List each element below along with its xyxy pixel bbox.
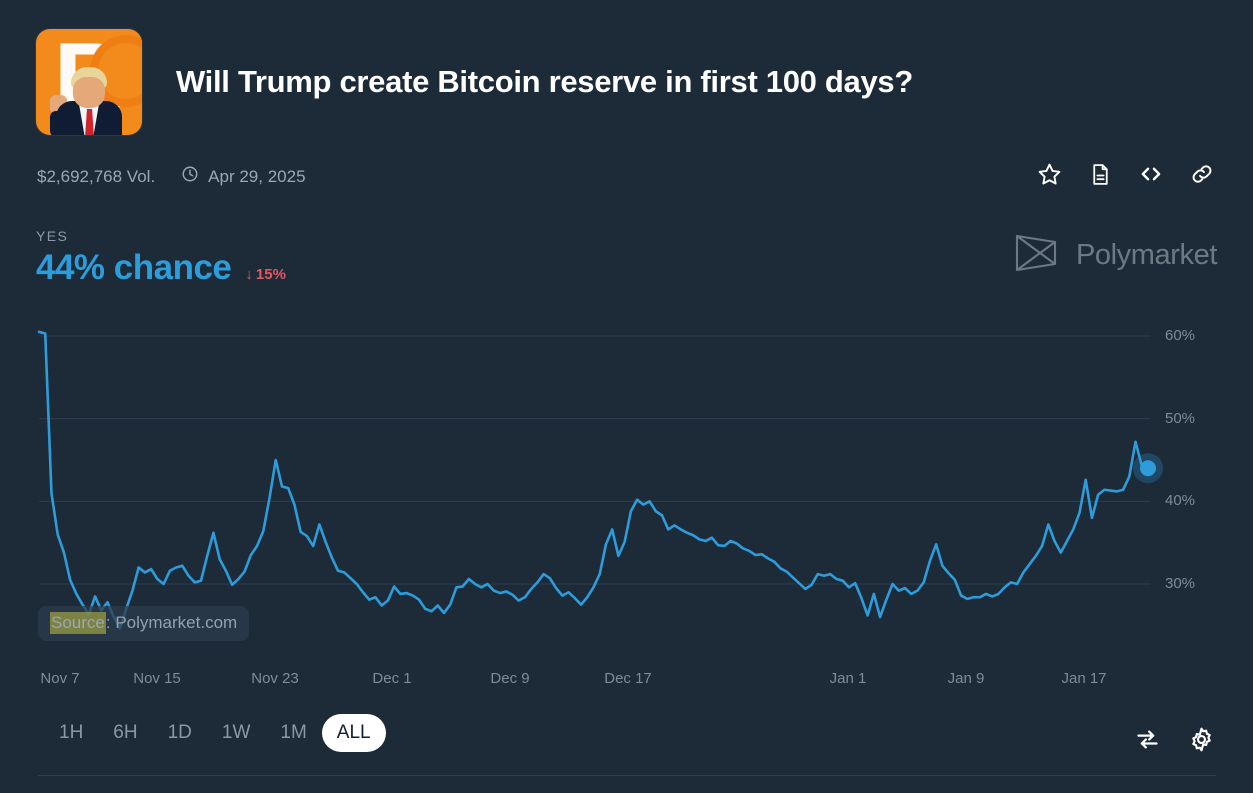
chart-line-series [37,330,1150,630]
chance-row: 44% chance ↓ 15% [36,248,286,288]
chart-endpoint-dot [1140,460,1156,477]
brand-name: Polymarket [1075,239,1217,271]
bookmark-star-icon[interactable] [1035,160,1063,188]
x-axis-tick: Dec 1 [372,670,412,687]
x-axis-tick: Nov 7 [40,670,80,687]
time-range-1h[interactable]: 1H [44,714,98,752]
y-axis-tick: 50% [1165,409,1196,427]
chart-svg [37,330,1163,630]
header-action-icons [1035,160,1216,188]
tie-shape [85,109,94,135]
x-axis-tick: Jan 1 [829,670,867,687]
y-axis-tick: 60% [1165,327,1196,344]
x-axis-tick: Nov 23 [251,670,299,687]
brand-watermark: Polymarket [1013,232,1217,279]
chart-toolbar: 1H 6H 1D 1W 1M ALL [0,714,1253,770]
market-meta: $2,692,768 Vol. Apr 29, 2025 [37,165,306,188]
watermark-rest-text: : Polymarket.com [105,613,238,632]
change-badge: ↓ 15% [245,266,286,283]
end-date-group: Apr 29, 2025 [181,165,306,188]
embed-code-icon[interactable] [1137,160,1165,188]
volume-text: $2,692,768 Vol. [37,166,156,186]
chart-tool-icons [1133,725,1215,753]
outcome-side-label: YES [36,228,69,244]
end-date-text: Apr 29, 2025 [208,166,306,186]
page-title: Will Trump create Bitcoin reserve in fir… [176,64,914,99]
y-axis-tick: 30% [1165,575,1196,592]
x-axis-tick: Jan 9 [947,670,985,687]
face-shape [73,77,105,108]
time-range-all[interactable]: ALL [321,714,386,752]
change-value: 15% [255,266,286,283]
watermark-highlighted-text: Source [50,612,106,634]
copy-link-icon[interactable] [1188,160,1216,188]
y-axis-tick: 40% [1165,492,1196,510]
polymarket-logo-icon [1013,232,1059,279]
arrow-down-icon: ↓ [245,266,253,283]
chart-x-axis-labels: Nov 7 Nov 15 Nov 23 Dec 1 Dec 9 Dec 17 Jan 1 Ja… [0,670,1253,700]
time-range-1d[interactable]: 1D [153,714,207,752]
chance-value: 44% chance [36,248,232,287]
chart-y-axis-labels: 60% 50% 40% 30% [1160,318,1240,698]
outcome-price-block: YES 44% chance ↓ 15% [36,228,286,288]
time-range-1w[interactable]: 1W [207,714,266,752]
market-header: B Will Trump create Bitcoin reserve in f… [36,29,913,135]
clock-icon [181,165,199,188]
swap-arrows-icon[interactable] [1133,725,1161,753]
chart-gridlines [39,335,1150,585]
rules-document-icon[interactable] [1086,160,1114,188]
trump-figure [50,65,128,135]
x-axis-tick: Jan 17 [1061,670,1107,687]
price-history-chart[interactable]: 60% 50% 40% 30% Nov 7 Nov 15 Nov 23 Dec 1 Dec 9… [0,318,1253,698]
time-range-1m[interactable]: 1M [265,714,321,752]
x-axis-tick: Nov 15 [133,670,181,687]
settings-gear-icon[interactable] [1187,725,1215,753]
x-axis-tick: Dec 17 [604,670,652,687]
source-watermark: Source: Polymarket.com [38,606,250,641]
time-range-6h[interactable]: 6H [98,714,152,752]
market-thumbnail: B [36,29,142,135]
time-range-selector: 1H 6H 1D 1W 1M ALL [44,714,386,752]
x-axis-tick: Dec 9 [490,670,530,687]
bottom-divider [38,775,1216,776]
